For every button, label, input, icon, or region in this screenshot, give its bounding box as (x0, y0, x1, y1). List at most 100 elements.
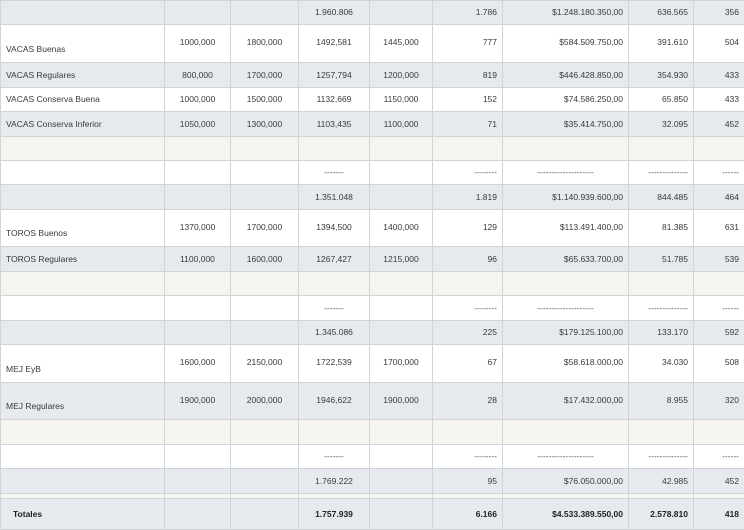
max-value-cell: 1300,000 (231, 112, 299, 137)
head-count-cell: 1.786 (433, 1, 503, 25)
head-count-cell: 152 (433, 88, 503, 112)
row-label: MEJ Regulares (1, 383, 165, 420)
row-label: VACAS Conserva Inferior (1, 112, 165, 137)
amount-cell: $113.491.400,00 (503, 210, 629, 247)
max-value-cell (231, 161, 299, 185)
weight-cell: -------------- (629, 161, 694, 185)
unit-cell (694, 420, 744, 445)
min-value-cell (165, 161, 231, 185)
amount-cell: $179.125.100,00 (503, 321, 629, 345)
weight-cell: 42.985 (629, 469, 694, 494)
table-row: ----------------------------------------… (1, 296, 744, 321)
unit-cell (694, 272, 744, 296)
table-row: ----------------------------------------… (1, 161, 744, 185)
avg-value-cell: 1.769.222 (299, 469, 370, 494)
head-count-cell: 225 (433, 321, 503, 345)
avg-value-cell: 1722,539 (299, 345, 370, 383)
unit-cell: 433 (694, 63, 744, 88)
row-label (1, 420, 165, 445)
totals-weight-cell: 2.578.810 (629, 499, 694, 530)
weight-cell (629, 272, 694, 296)
mode-value-cell (370, 469, 433, 494)
row-label (1, 296, 165, 321)
min-value-cell (165, 321, 231, 345)
max-value-cell (231, 272, 299, 296)
weight-cell: 391.610 (629, 25, 694, 63)
max-value-cell: 1600,000 (231, 247, 299, 272)
totals-amount-cell: $4.533.389.550,00 (503, 499, 629, 530)
avg-value-cell: ------- (299, 296, 370, 321)
unit-cell: 508 (694, 345, 744, 383)
min-value-cell (165, 1, 231, 25)
head-count-cell: 129 (433, 210, 503, 247)
totals-head-count-cell: 6.166 (433, 499, 503, 530)
mode-value-cell: 1900,000 (370, 383, 433, 420)
avg-value-cell: 1.345.086 (299, 321, 370, 345)
row-label: TOROS Buenos (1, 210, 165, 247)
amount-cell (503, 420, 629, 445)
max-value-cell (231, 469, 299, 494)
min-value-cell: 1000,000 (165, 88, 231, 112)
weight-cell: -------------- (629, 296, 694, 321)
mode-value-cell (370, 272, 433, 296)
max-value-cell (231, 137, 299, 161)
mode-value-cell: 1215,000 (370, 247, 433, 272)
totals-label: Totales (1, 499, 165, 530)
amount-cell: -------------------- (503, 445, 629, 469)
mode-value-cell: 1700,000 (370, 345, 433, 383)
amount-cell: $1.248.180.350,00 (503, 1, 629, 25)
min-value-cell: 1600,000 (165, 345, 231, 383)
amount-cell: $76.050.000,00 (503, 469, 629, 494)
mode-value-cell (370, 137, 433, 161)
unit-cell: 452 (694, 112, 744, 137)
unit-cell: 320 (694, 383, 744, 420)
unit-cell: ------ (694, 296, 744, 321)
avg-value-cell: 1257,794 (299, 63, 370, 88)
weight-cell: 636.565 (629, 1, 694, 25)
unit-cell: 452 (694, 469, 744, 494)
min-value-cell (165, 469, 231, 494)
min-value-cell (165, 137, 231, 161)
head-count-cell: -------- (433, 161, 503, 185)
mode-value-cell (370, 321, 433, 345)
weight-cell (629, 420, 694, 445)
min-value-cell: 1370,000 (165, 210, 231, 247)
amount-cell (503, 272, 629, 296)
weight-cell: -------------- (629, 445, 694, 469)
max-value-cell: 1800,000 (231, 25, 299, 63)
weight-cell: 32.095 (629, 112, 694, 137)
avg-value-cell: 1492,581 (299, 25, 370, 63)
mode-value-cell (370, 445, 433, 469)
min-value-cell (165, 272, 231, 296)
unit-cell: 539 (694, 247, 744, 272)
avg-value-cell: 1103,435 (299, 112, 370, 137)
max-value-cell (231, 420, 299, 445)
totals-max-value-cell (231, 499, 299, 530)
amount-cell (503, 137, 629, 161)
avg-value-cell: ------- (299, 161, 370, 185)
unit-cell: 592 (694, 321, 744, 345)
max-value-cell: 2000,000 (231, 383, 299, 420)
row-label (1, 321, 165, 345)
amount-cell: $74.586.250,00 (503, 88, 629, 112)
head-count-cell: 819 (433, 63, 503, 88)
mode-value-cell: 1200,000 (370, 63, 433, 88)
min-value-cell (165, 445, 231, 469)
weight-cell (629, 137, 694, 161)
row-label: VACAS Conserva Buena (1, 88, 165, 112)
unit-cell: 464 (694, 185, 744, 210)
table-row: ----------------------------------------… (1, 445, 744, 469)
amount-cell: $446.428.850,00 (503, 63, 629, 88)
weight-cell: 34.030 (629, 345, 694, 383)
max-value-cell (231, 296, 299, 321)
weight-cell: 51.785 (629, 247, 694, 272)
min-value-cell (165, 296, 231, 321)
row-label: MEJ EyB (1, 345, 165, 383)
max-value-cell: 1700,000 (231, 210, 299, 247)
table-row (1, 137, 744, 161)
